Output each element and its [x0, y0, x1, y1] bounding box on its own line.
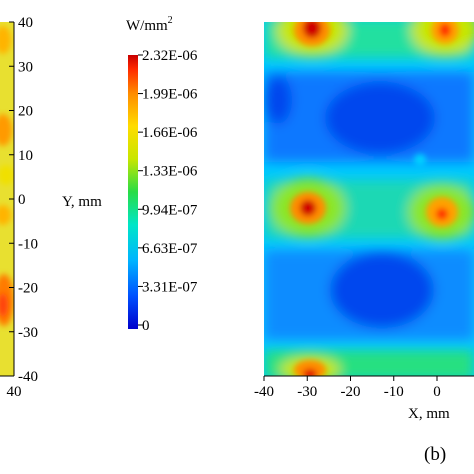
- right-x-ticks: -40 -30 -20 -10 0: [254, 376, 441, 400]
- colorbar-tick-label: 2.32E-06: [142, 48, 198, 64]
- left-y-tick-label: 30: [18, 59, 33, 75]
- left-y-ticks: 40 30 20 10 0 -10 -20 -30 -40: [9, 15, 38, 385]
- left-y-tick-label: 20: [18, 104, 33, 120]
- right-x-tick-label: -40: [254, 384, 274, 400]
- colorbar-tick-label: 9.94E-07: [142, 202, 198, 218]
- right-x-tick-label: -10: [384, 384, 404, 400]
- colorbar-tick-label: 3.31E-07: [142, 279, 198, 295]
- colorbar-tick-label: 1.66E-06: [142, 125, 198, 141]
- left-x-tick-label: 40: [7, 384, 22, 400]
- colorbar-tick-label: 6.63E-07: [142, 241, 198, 257]
- left-y-tick-label: -40: [18, 369, 38, 385]
- colorbar-tick-label: 0: [142, 318, 150, 334]
- right-x-tick-label: -30: [297, 384, 317, 400]
- left-y-tick-label: 40: [18, 15, 33, 31]
- left-y-tick-label: -10: [18, 236, 38, 252]
- right-x-tick-label: 0: [433, 384, 441, 400]
- right-panel: -40 -30 -20 -10 0 X, mm (b): [254, 22, 474, 465]
- left-y-tick-label: -30: [18, 325, 38, 341]
- colorbar-tick-label: 1.99E-06: [142, 87, 198, 103]
- left-y-tick-label: 10: [18, 148, 33, 164]
- right-x-tick-label: -20: [341, 384, 361, 400]
- left-panel: 40 30 20 10 0 -10 -20 -30 -40 Y, mm 40: [0, 15, 102, 400]
- colorbar-ticks: 2.32E-06 1.99E-06 1.66E-06 1.33E-06 9.94E-07…: [138, 48, 198, 334]
- right-x-axis-label: X, mm: [408, 406, 450, 422]
- right-heatmap-field: [264, 22, 474, 376]
- colorbar-tick-label: 1.33E-06: [142, 164, 198, 180]
- colorbar-gradient: [128, 55, 138, 329]
- panel-label-b: (b): [424, 444, 446, 465]
- left-y-tick-label: 0: [18, 192, 26, 208]
- left-y-axis-label: Y, mm: [62, 194, 102, 210]
- left-y-tick-label: -20: [18, 281, 38, 297]
- colorbar-unit-label: W/mm2: [126, 15, 173, 34]
- colorbar: W/mm2 2.32E-06 1.99E-06 1.66E-06 1.33E-06 9.…: [126, 15, 198, 334]
